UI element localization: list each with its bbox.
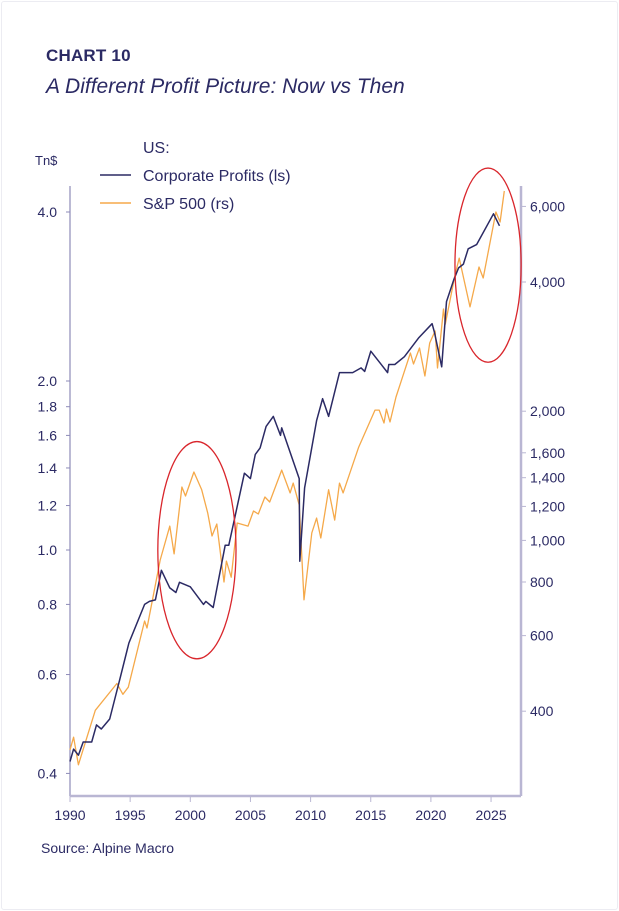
corporate-profits-line [69,213,501,762]
right-tick-label: 1,200 [530,498,565,514]
x-tick-label: 1995 [115,807,146,823]
legend-title: US: [143,140,170,157]
x-tick-label: 1990 [54,807,85,823]
left-tick-label: 0.6 [38,667,58,683]
left-tick-label: 1.8 [38,399,58,415]
source-note: Source: Alpine Macro [41,840,175,856]
x-tick-label: 2005 [235,807,266,823]
x-tick-label: 2010 [295,807,326,823]
legend-label: Corporate Profits (ls) [143,168,291,185]
left-tick-label: 1.0 [38,542,58,558]
left-tick-label: 4.0 [38,204,58,220]
x-tick-label: 2025 [475,807,506,823]
x-tick-label: 2020 [415,807,446,823]
right-tick-label: 4,000 [530,274,565,290]
highlight-ellipse-then [157,440,237,660]
right-tick-label: 400 [530,703,554,719]
right-tick-label: 2,000 [530,403,565,419]
right-tick-label: 1,400 [530,470,565,486]
legend-label: S&P 500 (rs) [143,196,234,213]
left-axis-unit: Tn$ [35,153,58,168]
sp500-line [69,190,505,766]
left-tick-label: 0.8 [38,596,58,612]
x-tick-label: 2000 [175,807,206,823]
chart-number: CHART 10 [46,46,131,65]
left-tick-label: 1.6 [38,427,58,443]
left-tick-label: 2.0 [38,373,58,389]
left-tick-label: 1.4 [38,460,58,476]
left-tick-label: 1.2 [38,498,58,514]
highlight-ellipse-now [454,167,522,363]
chart-title: A Different Profit Picture: Now vs Then [46,75,405,98]
x-tick-label: 2015 [355,807,386,823]
right-tick-label: 1,000 [530,532,565,548]
right-tick-label: 800 [530,574,554,590]
right-tick-label: 1,600 [530,445,565,461]
left-tick-label: 0.4 [38,765,58,781]
right-tick-label: 600 [530,628,554,644]
right-tick-label: 6,000 [530,198,565,214]
